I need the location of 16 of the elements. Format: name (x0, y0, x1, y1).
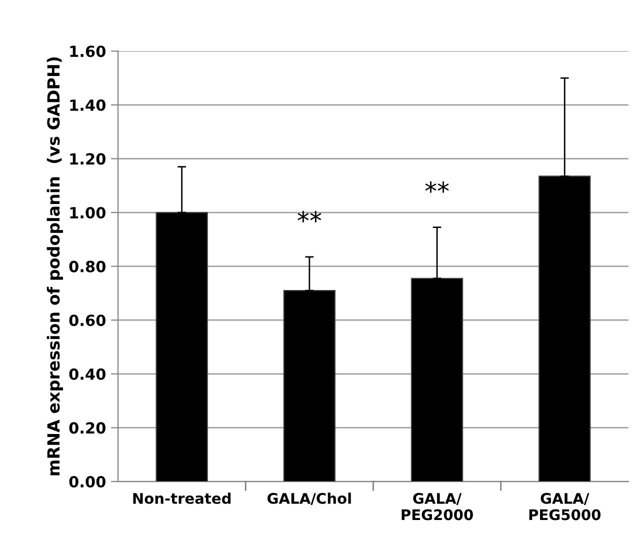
y-tick-label: 0.00 (69, 476, 106, 488)
y-tick-label: 1.40 (70, 99, 106, 111)
y-tick-label: 0.40 (69, 368, 106, 380)
y-tick-label: 0.80 (69, 260, 106, 272)
x-tick-label: GALA/Chol (268, 492, 351, 506)
y-tick-label: 1.20 (70, 153, 106, 165)
y-tick-label: 0.60 (69, 314, 106, 326)
annotation: ** (425, 181, 449, 193)
x-tick-label: GALA/ PEG2000 (402, 492, 473, 520)
y-axis-title: mRNA expression of podoplanin (vs GADPH) (46, 57, 63, 476)
y-tick-label: 1.60 (70, 46, 106, 58)
y-tick-label: 1.00 (70, 206, 106, 219)
x-tick-label: GALA/ PEG5000 (529, 492, 601, 520)
y-tick-label: 0.20 (69, 422, 106, 434)
x-tick-label: Non-treated (133, 492, 231, 504)
annotation: ** (298, 210, 322, 222)
